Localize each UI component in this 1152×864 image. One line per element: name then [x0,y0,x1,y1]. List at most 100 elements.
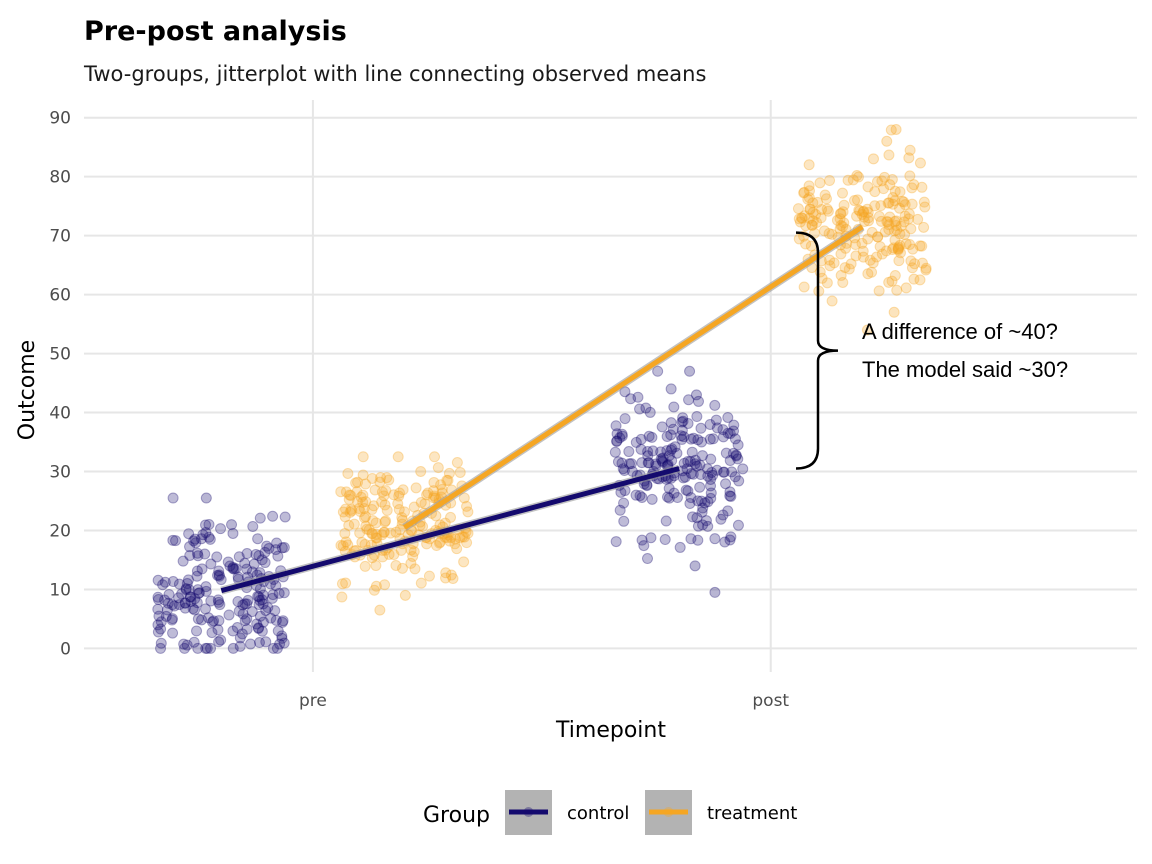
point-control [200,527,212,539]
point-treatment [920,264,932,276]
point-treatment [798,281,810,293]
point-treatment [380,515,392,527]
point-treatment [405,544,417,556]
point-treatment [346,505,358,517]
point-treatment [405,557,417,569]
point-control [717,424,729,436]
point-control [161,604,173,616]
point-treatment [866,226,878,238]
point-control [701,463,713,475]
point-control [262,602,274,614]
point-control [692,534,704,546]
point-control [687,468,699,480]
point-control [692,495,704,507]
point-treatment [798,186,810,198]
point-treatment [812,196,824,208]
point-treatment [852,171,864,183]
point-control [166,613,178,625]
point-treatment [857,245,869,257]
point-control [159,576,171,588]
point-control [683,394,695,406]
point-control [224,560,236,572]
point-control [662,491,674,503]
point-control [644,406,656,418]
point-control [636,534,648,546]
point-treatment [888,242,900,254]
point-treatment [861,324,873,336]
point-treatment [342,467,354,479]
point-treatment [379,499,391,511]
point-control [277,615,289,627]
point-treatment [385,527,397,539]
point-treatment [794,216,806,228]
point-control [191,565,203,577]
point-control [181,578,193,590]
point-treatment [449,538,461,550]
point-control [642,450,654,462]
point-treatment [892,243,904,255]
x-tick-label: pre [299,691,327,711]
point-control [724,534,736,546]
point-control [692,395,704,407]
point-treatment [880,245,892,257]
point-control [702,470,714,482]
point-treatment [894,228,906,240]
point-control [167,576,179,588]
point-control [179,602,191,614]
point-treatment [889,225,901,237]
point-treatment [433,537,445,549]
point-treatment [370,528,382,540]
point-control [619,413,631,425]
point-treatment [799,210,811,222]
point-treatment [337,506,349,518]
point-treatment [381,472,393,484]
point-control [694,481,706,493]
point-treatment [893,241,905,253]
point-control [187,603,199,615]
point-control [203,518,215,530]
point-treatment [357,496,369,508]
point-treatment [366,528,378,540]
point-treatment [869,200,881,212]
point-control [228,563,240,575]
point-control [163,588,175,600]
point-control [180,583,192,595]
point-treatment [354,506,366,518]
chart-subtitle: Two-groups, jitterplot with line connect… [83,62,706,86]
point-treatment [396,562,408,574]
point-control [257,616,269,628]
point-treatment [883,223,895,235]
point-control [159,594,171,606]
point-control [697,519,709,531]
point-control [618,515,630,527]
point-treatment [376,486,388,498]
point-control [685,533,697,545]
point-control [665,429,677,441]
point-control [254,512,266,524]
point-treatment [884,179,896,191]
point-treatment [918,196,930,208]
point-control [696,436,708,448]
point-control [231,622,243,634]
point-treatment [390,526,402,538]
point-treatment [454,532,466,544]
point-treatment [906,182,918,194]
point-control [720,447,732,459]
point-control [166,614,178,626]
point-control [251,618,263,630]
point-control [665,417,677,429]
point-control [660,515,672,527]
point-control [671,447,683,459]
point-control [192,550,204,562]
annotation-bracket [795,231,839,470]
point-treatment [838,217,850,229]
point-treatment [409,563,421,575]
point-treatment [916,257,928,269]
point-control [632,391,644,403]
point-treatment [793,213,805,225]
point-control [655,446,667,458]
point-treatment [803,192,815,204]
annotation-line-1: A difference of ~40? [862,319,1058,344]
point-treatment [894,239,906,251]
